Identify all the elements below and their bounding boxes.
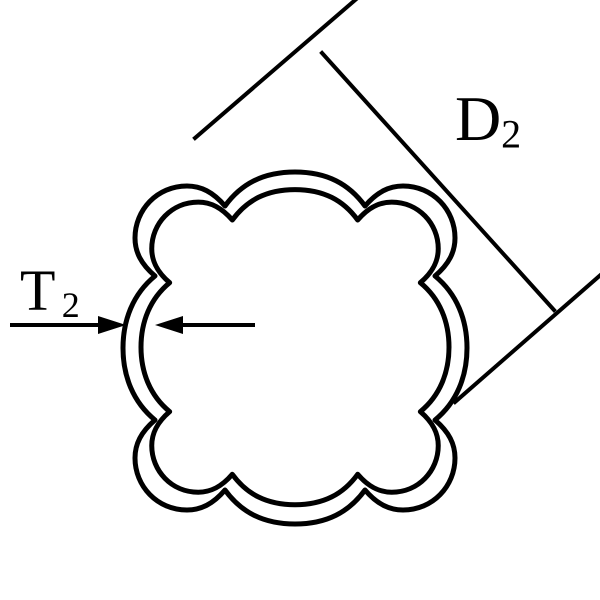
profile-inner	[141, 190, 449, 505]
d2-extension-line-1	[195, 0, 390, 138]
t2-arrowhead-right	[155, 316, 183, 334]
profile-inner-wrap	[141, 190, 449, 505]
label-D-sub: 2	[501, 112, 521, 157]
label-D-main: D	[455, 83, 501, 154]
label-T-main: T	[20, 258, 55, 323]
label-D: D2	[455, 83, 521, 157]
label-T: T2	[20, 258, 80, 325]
label-T-sub: 2	[62, 285, 80, 325]
profile-outer	[123, 172, 467, 524]
tube-profile	[123, 172, 467, 524]
